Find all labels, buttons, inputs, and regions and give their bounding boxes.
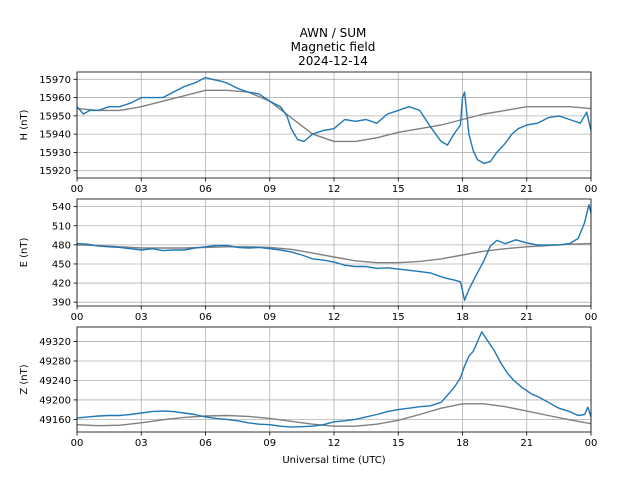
panel-z-xtick-label-7: 21 (520, 438, 533, 449)
panel-h-ytick-label-1: 15930 (39, 148, 71, 159)
panel-e-xtick-label-7: 21 (520, 312, 533, 323)
panel-e-ytick-label-2: 450 (52, 259, 71, 270)
panel-e-ytick-label-0: 390 (52, 298, 71, 309)
panel-z-ytick-label-2: 49240 (39, 376, 71, 387)
panel-e-xtick-label-5: 15 (392, 312, 405, 323)
panel-h-xtick-label-8: 00 (585, 184, 598, 195)
title-station: AWN / SUM (300, 26, 367, 40)
panel-h-ylabel: H (nT) (19, 109, 30, 140)
panel-h-baseline-line (77, 89, 591, 143)
panel-e-xtick-label-1: 03 (135, 312, 148, 323)
panel-h-xtick-label-7: 21 (520, 184, 533, 195)
panel-e-xtick-label-8: 00 (585, 312, 598, 323)
panel-z-xtick-label-8: 00 (585, 438, 598, 449)
panel-e-ylabel: E (nT) (19, 238, 30, 268)
panel-z-xtick-label-1: 03 (135, 438, 148, 449)
panel-h-xtick-label-1: 03 (135, 184, 148, 195)
panel-z-xtick-label-3: 09 (263, 438, 276, 449)
panel-h-ytick-label-2: 15940 (39, 130, 71, 141)
panel-z-measured-line (77, 331, 591, 428)
panel-z-xtick-label-4: 12 (328, 438, 341, 449)
panel-h-ytick-label-4: 15960 (39, 93, 71, 104)
panel-e-ytick-label-3: 480 (52, 240, 71, 251)
panel-z-ytick-label-4: 49320 (39, 337, 71, 348)
panel-e-frame (76, 198, 592, 307)
panel-z-ylabel: Z (nT) (19, 364, 30, 394)
panel-z: 00 03 06 09 12 15 18 21 00 49160 49200 49240 49280 49… (19, 326, 598, 466)
panel-h-frame (76, 71, 592, 179)
panel-h-ytick-label-3: 15950 (39, 111, 71, 122)
panel-h-measured-line (77, 76, 591, 165)
panel-z-xtick-label-6: 18 (456, 438, 469, 449)
panel-h-xtick-label-6: 18 (456, 184, 469, 195)
panel-e-ytick-label-4: 510 (52, 221, 71, 232)
panel-h-xtick-label-5: 15 (392, 184, 405, 195)
panel-e-xtick-label-3: 09 (263, 312, 276, 323)
panel-h-ytick-label-5: 15970 (39, 75, 71, 86)
title-quantity: Magnetic field (291, 40, 376, 54)
panel-h-xtick-label-4: 12 (328, 184, 341, 195)
panel-z-xtick-label-2: 06 (199, 438, 212, 449)
panel-h-ytick-label-0: 15920 (39, 166, 71, 177)
panel-z-frame (76, 326, 592, 433)
panel-e-ytick-label-1: 420 (52, 279, 71, 290)
panel-z-ytick-label-3: 49280 (39, 357, 71, 368)
panel-z-xtick-label-0: 00 (71, 438, 84, 449)
panel-z-xlabel: Universal time (UTC) (282, 455, 385, 466)
panel-e-xtick-label-0: 00 (71, 312, 84, 323)
panel-e-measured-line (77, 204, 591, 301)
panel-z-ytick-label-1: 49200 (39, 395, 71, 406)
panel-e-baseline-line (77, 242, 591, 264)
panel-h-xtick-label-2: 06 (199, 184, 212, 195)
panel-z-baseline-line (77, 403, 591, 427)
panel-h-xtick-label-0: 00 (71, 184, 84, 195)
title-date: 2024-12-14 (298, 54, 368, 68)
panel-z-xtick-label-5: 15 (392, 438, 405, 449)
panels: 00 03 06 09 12 15 18 21 001592015930159401595015… (19, 71, 598, 466)
panel-e-xtick-label-6: 18 (456, 312, 469, 323)
panel-e-xtick-label-2: 06 (199, 312, 212, 323)
panel-z-ytick-label-0: 49160 (39, 415, 71, 426)
panel-h: 00 03 06 09 12 15 18 21 001592015930159401595015… (19, 71, 598, 195)
panel-h-xtick-label-3: 09 (263, 184, 276, 195)
panel-e-ytick-label-5: 540 (52, 202, 71, 213)
panel-e-xtick-label-4: 12 (328, 312, 341, 323)
